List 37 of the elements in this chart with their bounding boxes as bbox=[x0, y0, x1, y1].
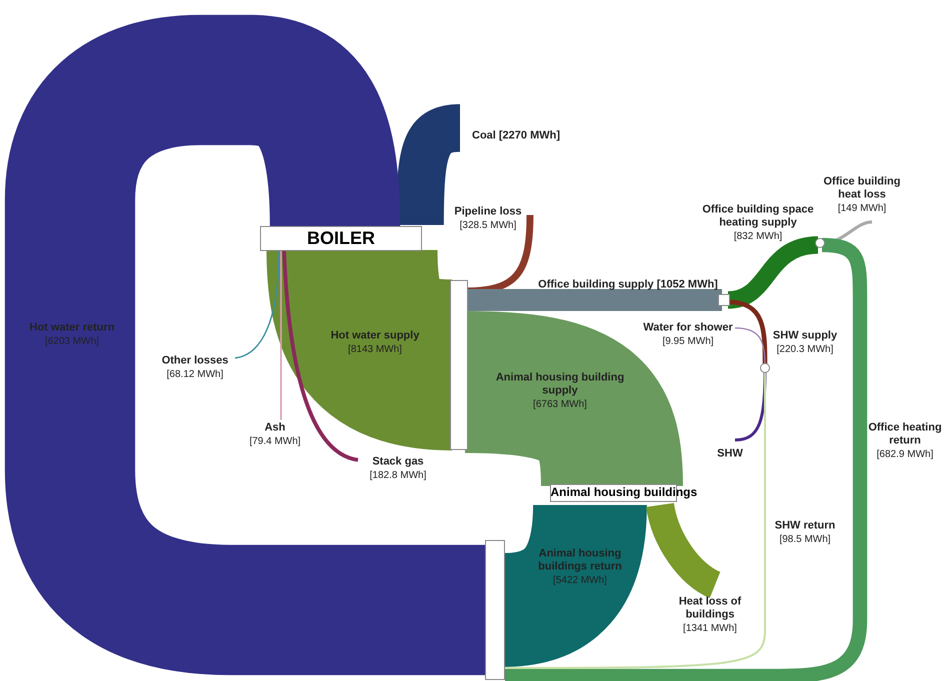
data-label: [328.5 MWh] bbox=[460, 220, 517, 231]
category-label: Heat loss of buildings bbox=[678, 596, 742, 621]
category-label: Stack gas bbox=[372, 456, 424, 468]
data-label: [8143 MWh] bbox=[348, 344, 402, 355]
category-label: Hot water supply bbox=[330, 330, 420, 342]
data-label: [68.12 MWh] bbox=[166, 368, 224, 380]
data-label: [149 MWh] bbox=[838, 202, 886, 214]
category-label: Pipeline loss bbox=[454, 206, 522, 218]
category-label: Animal housing buildings return bbox=[538, 548, 622, 573]
data-label: [6203 MWh] bbox=[45, 336, 100, 347]
category-label: Office heating return bbox=[868, 422, 942, 447]
data-label: [220.3 MWh] bbox=[776, 344, 834, 355]
data-label: [9.95 MWh] bbox=[662, 336, 714, 347]
data-label: [79.4 MWh] bbox=[249, 436, 301, 447]
category-label: Office building supply bbox=[538, 278, 655, 291]
category-label: SHW return bbox=[774, 520, 836, 532]
category-label: Office building heat loss bbox=[824, 176, 900, 201]
text: BOILER bbox=[260, 226, 422, 251]
category-label: Animal housing building supply bbox=[496, 372, 624, 397]
data-label: [1052 MWh] bbox=[656, 278, 718, 291]
category-label: SHW bbox=[717, 448, 744, 460]
category-label: Coal bbox=[472, 130, 496, 142]
data-label: [1341 MWh] bbox=[683, 622, 738, 634]
category-label: Office building space heating supply bbox=[702, 204, 814, 229]
category-label: Other losses bbox=[162, 354, 228, 367]
text: Animal housing buildings bbox=[550, 484, 698, 502]
data-label: [5422 MWh] bbox=[553, 574, 608, 586]
data-label: [98.5 MWh] bbox=[779, 534, 831, 545]
data-label: [2270 MWh] bbox=[498, 130, 560, 142]
category-label: Ash bbox=[264, 422, 286, 434]
data-label: [182.8 MWh] bbox=[370, 470, 427, 481]
category-label: Hot water return bbox=[30, 322, 115, 334]
data-label: [832 MWh] bbox=[734, 230, 782, 242]
category-label: Water for shower bbox=[643, 322, 734, 334]
data-label: [6763 MWh] bbox=[533, 398, 588, 410]
category-label: SHW supply bbox=[772, 330, 838, 342]
data-label: [682.9 MWh] bbox=[876, 448, 934, 460]
